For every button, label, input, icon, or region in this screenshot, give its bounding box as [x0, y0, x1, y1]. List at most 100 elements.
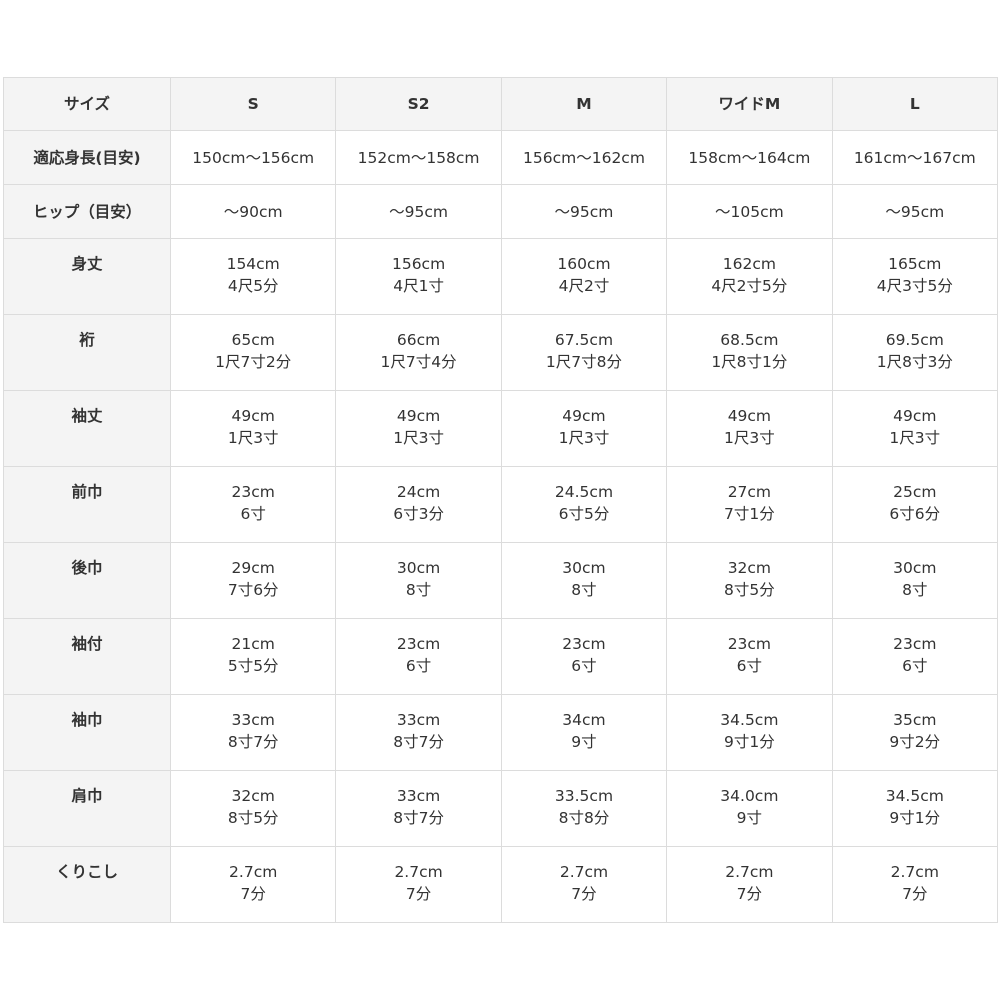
table-cell: 66cm 1尺7寸4分: [335, 314, 502, 391]
table-cell: 2.7cm 7分: [335, 846, 502, 923]
size-table: サイズ S S2 M ワイドM L 適応身長(目安) 150cm〜156cm 152…: [3, 77, 999, 923]
row-label: 袖付: [3, 618, 171, 695]
table-cell: 34cm 9寸: [500, 694, 668, 771]
cell-value-primary: 〜95cm: [554, 202, 614, 221]
cell-value-secondary: 1尺8寸1分: [711, 353, 788, 371]
header-cell-size: サイズ: [3, 77, 171, 131]
cell-value-primary: 24cm: [396, 483, 441, 501]
cell-value-secondary: 9寸: [736, 809, 763, 827]
table-cell: 69.5cm 1尺8寸3分: [831, 314, 999, 391]
cell-value-primary: 154cm: [226, 255, 280, 273]
cell-value-secondary: 4尺3寸5分: [876, 277, 953, 295]
cell-value-primary: 69.5cm: [885, 331, 944, 349]
table-cell: 24cm 6寸3分: [335, 466, 502, 543]
table-cell: 49cm 1尺3寸: [666, 390, 833, 467]
cell-value-primary: 68.5cm: [720, 331, 779, 349]
cell-value-secondary: 8寸7分: [393, 733, 444, 751]
cell-value-secondary: 7分: [240, 885, 266, 903]
cell-value-primary: 66cm: [396, 331, 441, 349]
row-label: 適応身長(目安): [3, 130, 171, 185]
table-cell: 158cm〜164cm: [666, 130, 833, 185]
cell-value-secondary: 9寸1分: [724, 733, 775, 751]
cell-value-primary: 49cm: [231, 407, 275, 425]
cell-value-primary: 33cm: [396, 787, 441, 805]
table-cell: 32cm 8寸5分: [169, 770, 337, 847]
cell-value-primary: 156cm: [391, 255, 446, 273]
table-cell: 33.5cm 8寸8分: [500, 770, 668, 847]
cell-value-primary: 33cm: [231, 711, 275, 729]
cell-value-primary: 158cm〜164cm: [688, 148, 811, 167]
row-label: くりこし: [3, 846, 171, 923]
table-cell: 23cm 6寸: [169, 466, 337, 543]
row-label: 裄: [3, 314, 171, 391]
cell-value-primary: 49cm: [727, 407, 772, 425]
cell-value-primary: 24.5cm: [554, 483, 614, 501]
cell-value-secondary: 8寸7分: [227, 733, 279, 751]
table-cell: 30cm 8寸: [335, 542, 502, 619]
header-cell-l: L: [831, 77, 999, 131]
cell-value-primary: 65cm: [231, 331, 275, 349]
table-cell: 23cm 6寸: [335, 618, 502, 695]
cell-value-secondary: 8寸7分: [393, 809, 444, 827]
cell-value-primary: 34.5cm: [885, 787, 944, 805]
cell-value-secondary: 6寸: [240, 505, 266, 523]
cell-value-secondary: 1尺8寸3分: [876, 353, 953, 371]
cell-value-secondary: 7寸1分: [724, 505, 775, 523]
table-cell: 24.5cm 6寸5分: [500, 466, 668, 543]
cell-value-secondary: 8寸5分: [724, 581, 775, 599]
cell-value-secondary: 1尺3寸: [724, 429, 775, 447]
row-label: 肩巾: [3, 770, 171, 847]
cell-value-secondary: 8寸: [902, 581, 928, 599]
cell-value-primary: 35cm: [893, 711, 937, 729]
table-row: 袖巾 33cm 8寸7分 33cm 8寸7分 34cm 9寸 34.5cm 9寸1分 35cm 9寸…: [3, 694, 999, 771]
table-cell: 23cm 6寸: [666, 618, 833, 695]
cell-value-secondary: 6寸: [405, 657, 432, 675]
row-label: 袖丈: [3, 390, 171, 467]
cell-value-primary: 2.7cm: [394, 863, 443, 881]
header-cell-s2: S2: [335, 77, 502, 131]
header-cell-wide-m: ワイドM: [666, 77, 833, 131]
cell-value-secondary: 6寸: [571, 657, 597, 675]
table-cell: 65cm 1尺7寸2分: [169, 314, 337, 391]
table-cell: 〜90cm: [169, 184, 337, 239]
table-cell: 156cm 4尺1寸: [335, 238, 502, 315]
cell-value-secondary: 9寸1分: [889, 809, 941, 827]
cell-value-primary: 23cm: [396, 635, 441, 653]
cell-value-primary: 23cm: [231, 483, 275, 501]
cell-value-secondary: 1尺3寸: [393, 429, 444, 447]
cell-value-secondary: 6寸5分: [558, 505, 610, 523]
table-cell: 32cm 8寸5分: [666, 542, 833, 619]
cell-value-secondary: 6寸3分: [393, 505, 444, 523]
table-cell: 34.0cm 9寸: [666, 770, 833, 847]
table-cell: 25cm 6寸6分: [831, 466, 999, 543]
table-cell: 152cm〜158cm: [335, 130, 502, 185]
cell-value-secondary: 7分: [902, 885, 928, 903]
cell-value-primary: 27cm: [727, 483, 772, 501]
table-cell: 29cm 7寸6分: [169, 542, 337, 619]
table-cell: 30cm 8寸: [831, 542, 999, 619]
cell-value-primary: 〜95cm: [389, 202, 449, 221]
table-cell: 34.5cm 9寸1分: [666, 694, 833, 771]
cell-value-primary: 2.7cm: [559, 863, 609, 881]
table-row: 身丈 154cm 4尺5分 156cm 4尺1寸 160cm 4尺2寸 162cm 4尺2寸5分…: [3, 238, 999, 315]
table-cell: 33cm 8寸7分: [335, 770, 502, 847]
cell-value-secondary: 6寸: [902, 657, 928, 675]
table-cell: 165cm 4尺3寸5分: [831, 238, 999, 315]
row-label: 身丈: [3, 238, 171, 315]
table-row: 裄 65cm 1尺7寸2分 66cm 1尺7寸4分 67.5cm 1尺7寸8分 68.5cm 1…: [3, 314, 999, 391]
cell-value-primary: 160cm: [557, 255, 611, 273]
table-row: 袖丈 49cm 1尺3寸 49cm 1尺3寸 49cm 1尺3寸 49cm 1尺3寸 49cm 1尺…: [3, 390, 999, 467]
cell-value-primary: 2.7cm: [890, 863, 939, 881]
table-cell: 2.7cm 7分: [666, 846, 833, 923]
cell-value-secondary: 1尺3寸: [227, 429, 279, 447]
cell-value-secondary: 7分: [571, 885, 597, 903]
cell-value-secondary: 1尺3寸: [889, 429, 941, 447]
row-label: 前巾: [3, 466, 171, 543]
table-cell: 〜95cm: [335, 184, 502, 239]
table-cell: 2.7cm 7分: [169, 846, 337, 923]
cell-value-primary: 49cm: [562, 407, 606, 425]
cell-value-primary: 〜105cm: [715, 202, 784, 221]
cell-value-secondary: 6寸: [736, 657, 763, 675]
table-cell: 68.5cm 1尺8寸1分: [666, 314, 833, 391]
table-cell: 33cm 8寸7分: [169, 694, 337, 771]
